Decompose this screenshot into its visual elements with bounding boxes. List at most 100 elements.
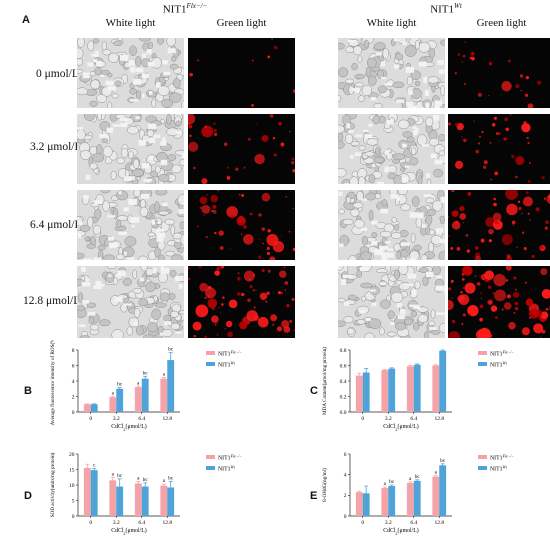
bar-wt bbox=[362, 493, 370, 516]
panel-letter-b: B bbox=[24, 385, 32, 397]
bar-wt bbox=[141, 486, 149, 516]
panel-letter-d: D bbox=[24, 490, 32, 502]
micrograph-flx-white-1 bbox=[77, 114, 184, 184]
y-tick-label: 2 bbox=[344, 493, 347, 499]
chart-d: SOD activity(units/mg protein) 0 5 10 15 20 c 0… bbox=[49, 452, 242, 536]
x-tick-label: 12.8 bbox=[162, 416, 172, 422]
significance-label: bc bbox=[143, 370, 149, 376]
row-label-12-8: 12.8 μmol/L bbox=[23, 295, 81, 307]
group-title-flx-sup: Flx−/− bbox=[186, 2, 208, 10]
group-title-flx-base: NIT1 bbox=[162, 3, 187, 16]
legend-label-wt: NIT1Wt bbox=[218, 362, 236, 369]
bar-wt bbox=[362, 372, 370, 412]
bar-wt bbox=[439, 350, 447, 412]
bar-flx bbox=[134, 483, 142, 516]
x-axis-label: CdCl2(μmol/L) bbox=[383, 527, 418, 536]
legend-label-wt: NIT1Wt bbox=[490, 466, 508, 473]
row-label-0: 0 μmol/L bbox=[36, 68, 79, 80]
x-tick-label: 6.4 bbox=[410, 416, 417, 422]
x-tick-label: 6.4 bbox=[410, 520, 417, 526]
significance-label: a bbox=[137, 476, 140, 482]
panel-letter-e: E bbox=[310, 490, 318, 502]
group-title-wt-base: NIT1 bbox=[430, 3, 455, 16]
y-tick-label: 0 bbox=[72, 514, 75, 520]
y-tick-label: 0 bbox=[72, 410, 75, 416]
bar-wt bbox=[388, 368, 396, 412]
bar-wt bbox=[90, 470, 98, 516]
x-tick-label: 6.4 bbox=[138, 416, 145, 422]
bar-wt bbox=[388, 486, 396, 516]
x-tick-label: 0 bbox=[89, 416, 92, 422]
x-axis-label: CdCl2(μmol/L) bbox=[111, 423, 146, 432]
col-head-wt-green: Green light bbox=[476, 17, 527, 29]
micrograph-wt-white-2 bbox=[338, 190, 445, 260]
y-tick-label: 5 bbox=[72, 498, 75, 504]
x-tick-label: 12.8 bbox=[434, 520, 444, 526]
group-title-wt-sup: Wt bbox=[454, 2, 462, 10]
x-tick-label: 12.8 bbox=[162, 520, 172, 526]
x-tick-label: 6.4 bbox=[138, 520, 145, 526]
chart-c: MDA Content(μmol/mg protein) 0.0 0.2 0.4 0.6… bbox=[321, 347, 514, 432]
significance-label: bc bbox=[389, 479, 395, 485]
micrograph-flx-green-2 bbox=[188, 190, 295, 260]
x-tick-label: 3.2 bbox=[113, 416, 120, 422]
bar-flx bbox=[406, 482, 414, 516]
significance-label: a bbox=[435, 470, 438, 476]
bar-flx bbox=[355, 375, 363, 412]
micrograph-wt-green-2 bbox=[448, 190, 550, 260]
micrograph-flx-white-3 bbox=[77, 266, 184, 338]
legend-swatch-wt bbox=[206, 362, 215, 366]
y-tick-label: 0.8 bbox=[340, 348, 347, 354]
significance-label: a bbox=[384, 481, 387, 487]
micrograph-wt-white-3 bbox=[338, 266, 445, 338]
legend-label-wt: NIT1Wt bbox=[490, 362, 508, 369]
bar-flx bbox=[432, 476, 440, 516]
bar-flx bbox=[381, 370, 389, 412]
y-tick-label: 0.4 bbox=[340, 379, 347, 385]
bar-wt bbox=[116, 388, 124, 412]
row-label-3-2: 3.2 μmol/L bbox=[30, 141, 82, 153]
y-tick-label: 2 bbox=[72, 394, 75, 400]
significance-label: a bbox=[409, 476, 412, 482]
y-tick-label: 20 bbox=[69, 452, 75, 458]
legend-swatch-wt bbox=[478, 466, 487, 470]
significance-label: a bbox=[137, 380, 140, 386]
significance-label: a bbox=[163, 478, 166, 484]
y-tick-label: 10 bbox=[69, 483, 75, 489]
bar-wt bbox=[167, 487, 175, 516]
micrograph-flx-white-0 bbox=[77, 38, 184, 108]
micrograph-wt-green-1 bbox=[448, 114, 550, 184]
significance-label: bc bbox=[168, 475, 174, 481]
micrograph-wt-green-3 bbox=[448, 266, 550, 338]
bar-flx bbox=[160, 485, 168, 516]
significance-label: bc bbox=[415, 474, 421, 480]
legend-label-flx: NIT1Flx−/− bbox=[218, 351, 242, 358]
y-tick-label: 15 bbox=[69, 467, 75, 473]
y-tick-label: 6 bbox=[72, 363, 75, 369]
bar-flx bbox=[355, 492, 363, 516]
y-tick-label: 4 bbox=[72, 379, 75, 385]
legend-swatch-flx bbox=[206, 351, 215, 355]
x-tick-label: 0 bbox=[361, 416, 364, 422]
micrograph-wt-green-0 bbox=[448, 38, 550, 108]
y-tick-label: 0.2 bbox=[340, 394, 347, 400]
bar-flx bbox=[134, 387, 142, 412]
bar-flx bbox=[83, 467, 91, 516]
significance-label: c bbox=[93, 463, 96, 469]
significance-label: bc bbox=[143, 477, 149, 483]
y-axis-label: 8-OHdG(ng/ml) bbox=[321, 468, 328, 502]
chart-b: Average fluorescence intensity of ROS(%)… bbox=[49, 340, 242, 432]
significance-label: bc bbox=[117, 382, 123, 388]
y-tick-label: 0.6 bbox=[340, 363, 347, 369]
legend-swatch-flx bbox=[478, 455, 487, 459]
bar-flx bbox=[432, 365, 440, 412]
bar-flx bbox=[381, 488, 389, 516]
panel-letter-a: A bbox=[22, 14, 30, 26]
legend-label-flx: NIT1Flx−/− bbox=[490, 351, 514, 358]
bar-wt bbox=[116, 486, 124, 516]
bar-wt bbox=[413, 364, 421, 412]
col-head-flx-white: White light bbox=[105, 17, 156, 29]
y-tick-label: 4 bbox=[344, 472, 347, 478]
x-tick-label: 12.8 bbox=[434, 416, 444, 422]
